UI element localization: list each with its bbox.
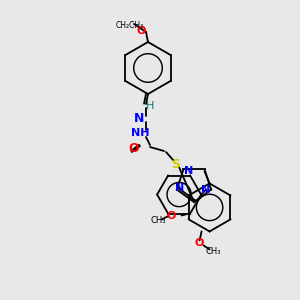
Text: N: N [184, 167, 193, 176]
Text: CH₃: CH₃ [206, 247, 221, 256]
Text: N: N [134, 112, 144, 124]
Text: O: O [129, 142, 139, 155]
Text: H: H [146, 101, 154, 111]
Text: N: N [175, 183, 184, 193]
Text: O: O [167, 212, 176, 221]
Text: O: O [195, 238, 204, 248]
Text: N: N [202, 184, 211, 195]
Text: CH₃: CH₃ [151, 216, 166, 225]
Text: CH₂CH₃: CH₂CH₃ [116, 20, 144, 29]
Text: O: O [136, 26, 146, 36]
Text: NH: NH [131, 128, 149, 138]
Text: S: S [172, 158, 181, 170]
